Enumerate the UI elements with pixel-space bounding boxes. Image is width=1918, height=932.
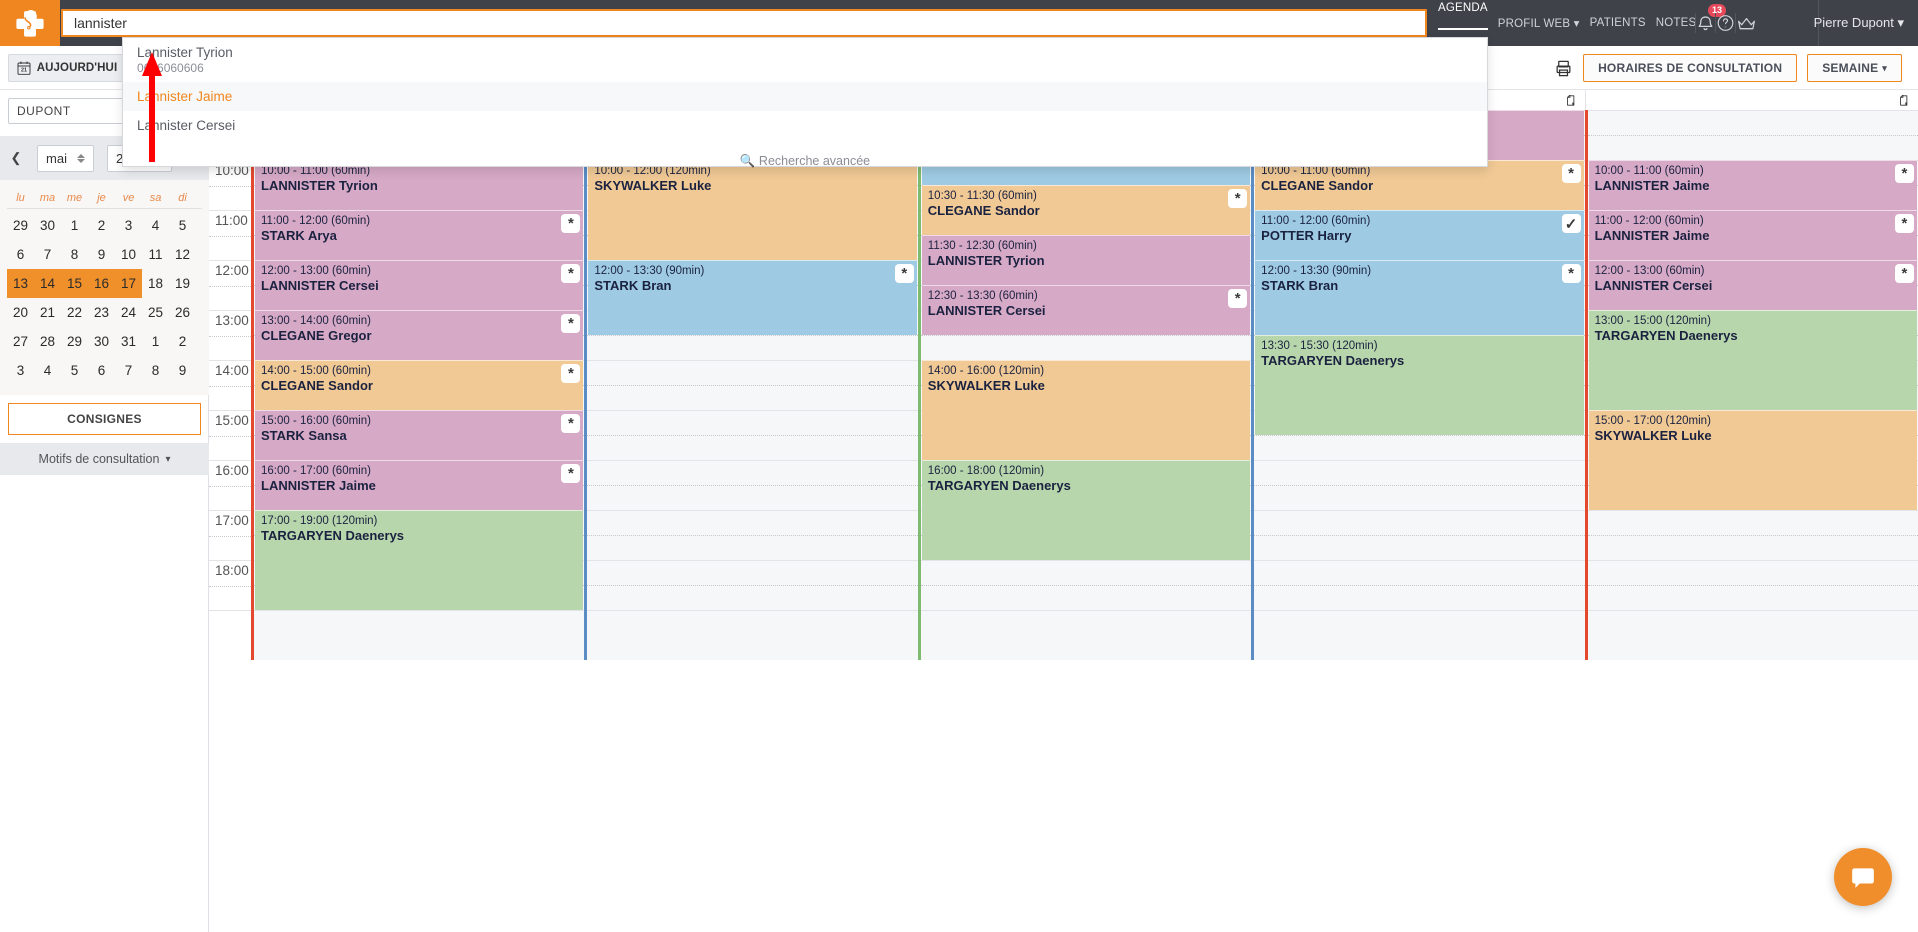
svg-text:21: 21 <box>21 68 27 74</box>
